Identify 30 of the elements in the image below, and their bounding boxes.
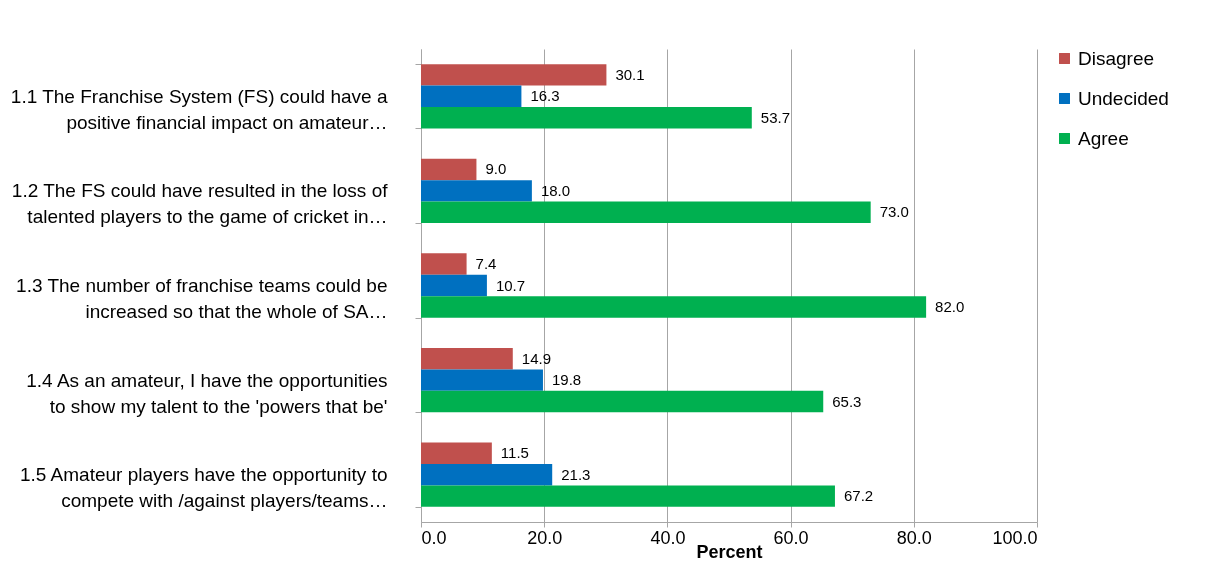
y-tick-label: 1.5 Amateur players have the opportunity to compete with /against players/teams… xyxy=(19,464,388,512)
x-tick-label: 0.0 xyxy=(421,527,447,548)
data-label: 30.1 xyxy=(615,65,645,83)
data-label: 65.3 xyxy=(832,392,862,410)
data-label: 9.0 xyxy=(485,160,507,178)
data-label: 14.9 xyxy=(521,349,551,367)
y-tick-label: 1.2 The FS could have resulted in the loss of talented players to the game of cricket in… xyxy=(11,180,389,228)
legend-label: Disagree xyxy=(1078,47,1155,69)
legend-label: Undecided xyxy=(1078,87,1169,109)
data-label: 73.0 xyxy=(879,203,909,221)
data-label: 21.3 xyxy=(561,465,591,483)
data-label: 53.7 xyxy=(760,108,790,126)
x-axis-title: Percent xyxy=(696,541,763,562)
data-label: 10.7 xyxy=(495,276,526,294)
data-label: 18.0 xyxy=(540,181,571,199)
x-tick-label: 60.0 xyxy=(773,527,809,548)
data-label: 82.0 xyxy=(935,297,965,315)
y-tick-label: 1.3 The number of franchise teams could be increased so that the whole of SA… xyxy=(16,275,388,322)
data-label: 19.8 xyxy=(551,371,582,389)
x-tick-label: 40.0 xyxy=(650,527,686,548)
data-label: 67.2 xyxy=(843,487,874,505)
data-label: 11.5 xyxy=(500,444,529,462)
y-tick-label: 1.1 The Franchise System (FS) could have a positive financial impact on amateur… xyxy=(10,85,388,133)
data-label: 16.3 xyxy=(530,87,560,105)
legend-label: Agree xyxy=(1078,127,1129,149)
x-tick-label: 20.0 xyxy=(527,527,563,548)
x-tick-label: 80.0 xyxy=(896,527,932,548)
y-tick-label: 1.4 As an amateur, I have the opportunities to show my talent to the 'powers that be' xyxy=(26,369,388,417)
data-label: 7.4 xyxy=(475,255,497,273)
x-tick-label: 100.0 xyxy=(992,527,1038,548)
